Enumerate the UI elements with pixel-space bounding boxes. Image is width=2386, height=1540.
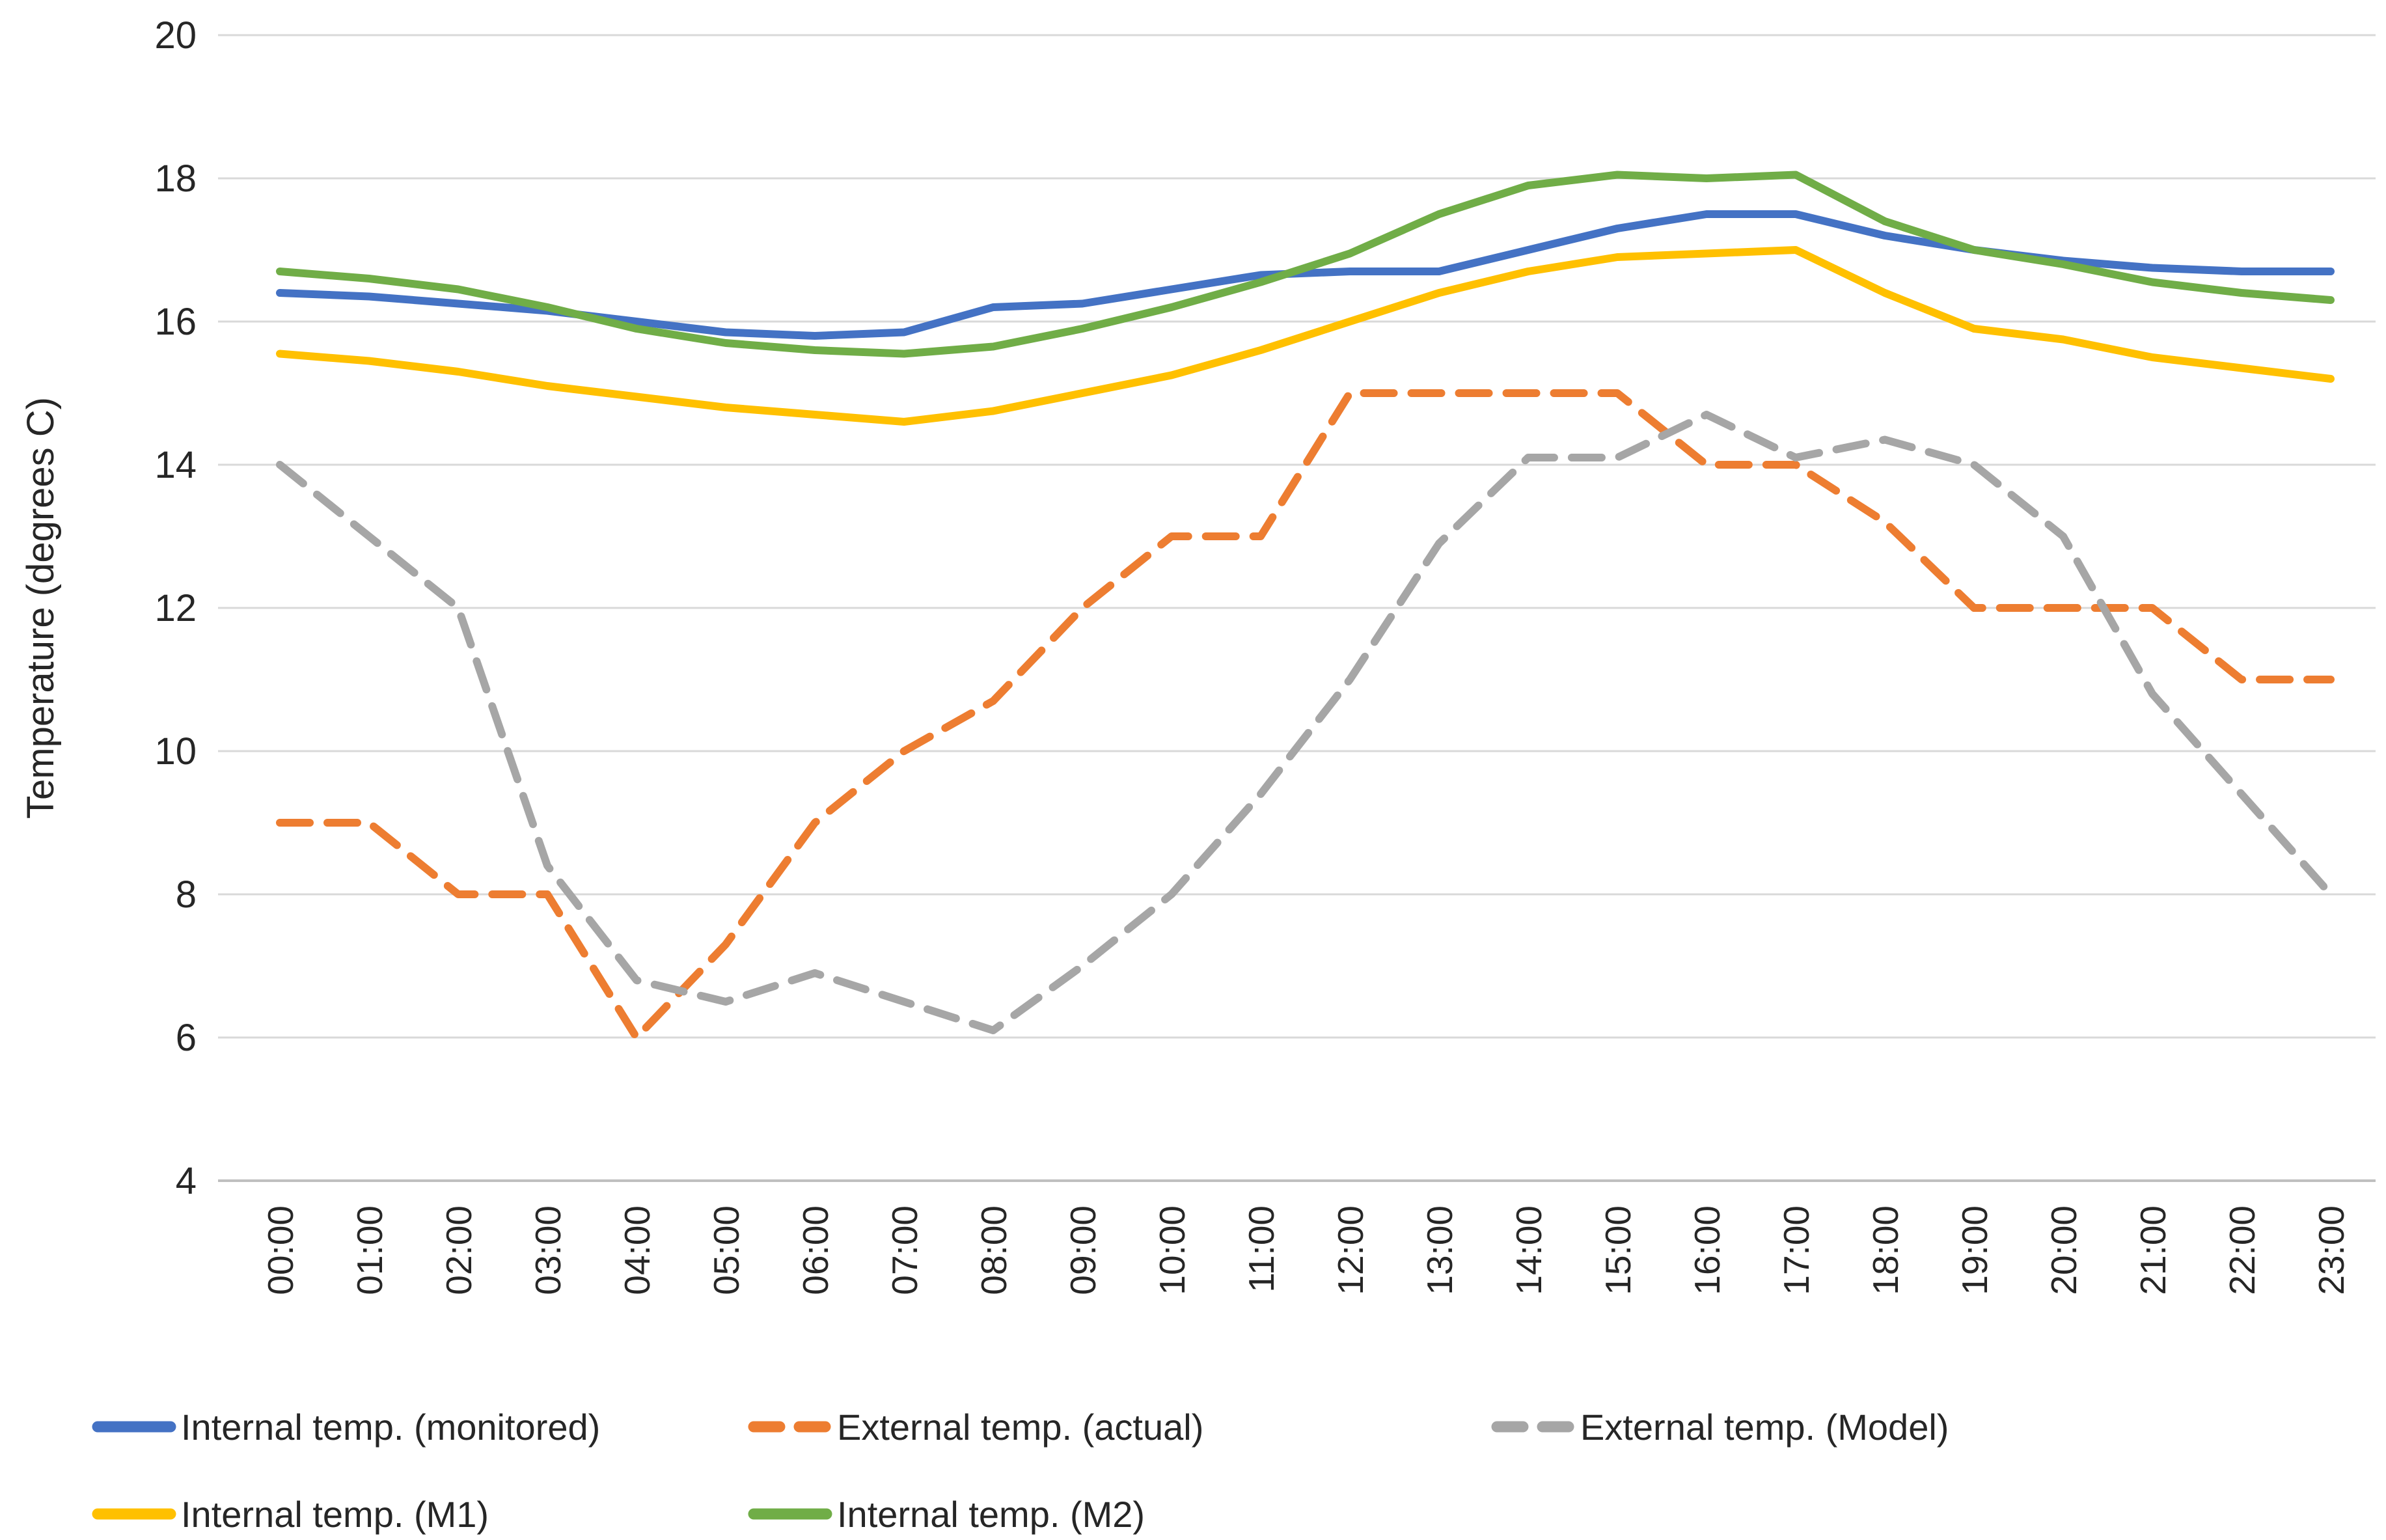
legend-label: Internal temp. (M1) [181, 1494, 489, 1535]
y-tick-label: 16 [154, 301, 197, 343]
legend: Internal temp. (monitored) External temp.… [92, 1407, 1949, 1535]
legend-item-internal-temp-m2: Internal temp. (M2) [748, 1494, 1145, 1535]
y-tick-label: 10 [154, 730, 197, 773]
x-tick-label: 04:00 [617, 1205, 657, 1295]
x-tick-label: 17:00 [1776, 1205, 1817, 1295]
x-tick-label: 18:00 [1865, 1205, 1906, 1295]
legend-item-external-temp-model: External temp. (Model) [1491, 1407, 1949, 1448]
legend-label: Internal temp. (M2) [837, 1494, 1145, 1535]
series-layer [276, 171, 2335, 1041]
x-tick-label: 06:00 [795, 1205, 836, 1295]
y-tick-label: 12 [154, 587, 197, 629]
x-tick-label: 01:00 [350, 1205, 390, 1295]
x-tick-label: 16:00 [1687, 1205, 1727, 1295]
x-tick-label: 13:00 [1419, 1205, 1460, 1295]
series-line-external-temp-actual [276, 389, 2335, 1041]
x-tick-label: 07:00 [884, 1205, 925, 1295]
x-tick-label: 08:00 [974, 1205, 1014, 1295]
y-tick-label: 8 [176, 873, 197, 916]
x-tick-label: 09:00 [1063, 1205, 1103, 1295]
axis-layer: 4 6 8 10 12 14 16 18 20 00:00 01:00 02:00 03:00 04:00… [154, 14, 2376, 1295]
series-line-internal-temp-m2 [276, 171, 2335, 358]
x-tick-label: 10:00 [1152, 1205, 1192, 1295]
x-tick-label: 12:00 [1330, 1205, 1371, 1295]
series-line-external-temp-model [276, 411, 2335, 1034]
x-tick-label: 23:00 [2311, 1205, 2352, 1295]
legend-label: Internal temp. (monitored) [181, 1407, 600, 1448]
x-tick-label: 15:00 [1598, 1205, 1638, 1295]
x-tick-label: 22:00 [2222, 1205, 2262, 1295]
legend-label: External temp. (actual) [837, 1407, 1203, 1448]
x-tick-label: 02:00 [439, 1205, 479, 1295]
y-axis-title: Temperature (degrees C) [20, 397, 62, 819]
x-tick-label: 20:00 [2044, 1205, 2084, 1295]
legend-item-internal-temp-m1: Internal temp. (M1) [92, 1494, 489, 1535]
legend-item-external-temp-actual: External temp. (actual) [748, 1407, 1203, 1448]
x-tick-label: 05:00 [706, 1205, 747, 1295]
y-tick-label: 20 [154, 14, 197, 57]
series-line-internal-temp-m1 [276, 246, 2335, 426]
x-tick-label: 19:00 [1954, 1205, 1995, 1295]
legend-label: External temp. (Model) [1580, 1407, 1949, 1448]
x-tick-label: 03:00 [528, 1205, 568, 1295]
y-tick-label: 6 [176, 1017, 197, 1059]
x-tick-label: 00:00 [260, 1205, 301, 1295]
y-tick-label: 14 [154, 444, 197, 486]
y-tick-label: 4 [176, 1160, 197, 1202]
grid-layer [218, 34, 2376, 1182]
legend-item-internal-temp-monitored: Internal temp. (monitored) [92, 1407, 600, 1448]
x-tick-label: 11:00 [1241, 1205, 1282, 1293]
x-tick-label: 14:00 [1509, 1205, 1549, 1295]
x-tick-label: 21:00 [2133, 1205, 2173, 1295]
y-tick-label: 18 [154, 158, 197, 200]
